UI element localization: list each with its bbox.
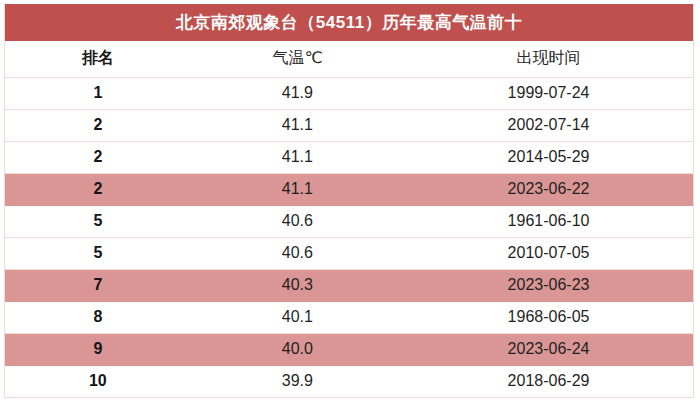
temp-cell: 40.6: [191, 237, 404, 269]
date-cell: 1968-06-05: [404, 301, 693, 333]
rank-cell: 8: [5, 301, 191, 333]
date-cell: 2023-06-23: [404, 269, 693, 301]
date-cell: 2002-07-14: [404, 109, 693, 141]
table-row: 1 41.9 1999-07-24: [5, 77, 693, 109]
temp-cell: 41.1: [191, 141, 404, 173]
rank-cell: 2: [5, 109, 191, 141]
temp-cell: 40.6: [191, 205, 404, 237]
rank-cell: 7: [5, 269, 191, 301]
date-cell: 2014-05-29: [404, 141, 693, 173]
date-cell: 2010-07-05: [404, 237, 693, 269]
table-row: 2 41.1 2023-06-22: [5, 173, 693, 205]
table-row: 9 40.0 2023-06-24: [5, 333, 693, 365]
rank-cell: 5: [5, 237, 191, 269]
temp-cell: 39.9: [191, 365, 404, 397]
temp-cell: 40.0: [191, 333, 404, 365]
data-table: 排名 气温℃ 出现时间 1 41.9 1999-07-24 2 41.1 200…: [5, 41, 693, 397]
temp-cell: 41.1: [191, 109, 404, 141]
table-row: 7 40.3 2023-06-23: [5, 269, 693, 301]
temp-cell: 41.1: [191, 173, 404, 205]
temperature-ranking-table: 北京南郊观象台（54511）历年最高气温前十 排名 气温℃ 出现时间 1 41.…: [4, 4, 694, 398]
rank-cell: 2: [5, 141, 191, 173]
temp-cell: 40.3: [191, 269, 404, 301]
temp-cell: 41.9: [191, 77, 404, 109]
table-title: 北京南郊观象台（54511）历年最高气温前十: [5, 4, 693, 41]
rank-cell: 2: [5, 173, 191, 205]
table-row: 5 40.6 2010-07-05: [5, 237, 693, 269]
column-header-temperature: 气温℃: [191, 41, 404, 77]
column-header-date: 出现时间: [404, 41, 693, 77]
rank-cell: 10: [5, 365, 191, 397]
table-row: 2 41.1 2002-07-14: [5, 109, 693, 141]
rank-cell: 9: [5, 333, 191, 365]
column-header-rank: 排名: [5, 41, 191, 77]
table-row: 10 39.9 2018-06-29: [5, 365, 693, 397]
table-row: 5 40.6 1961-06-10: [5, 205, 693, 237]
rank-cell: 5: [5, 205, 191, 237]
header-row: 排名 气温℃ 出现时间: [5, 41, 693, 77]
date-cell: 1999-07-24: [404, 77, 693, 109]
date-cell: 2018-06-29: [404, 365, 693, 397]
date-cell: 2023-06-22: [404, 173, 693, 205]
table-row: 8 40.1 1968-06-05: [5, 301, 693, 333]
date-cell: 1961-06-10: [404, 205, 693, 237]
rank-cell: 1: [5, 77, 191, 109]
table-row: 2 41.1 2014-05-29: [5, 141, 693, 173]
temp-cell: 40.1: [191, 301, 404, 333]
date-cell: 2023-06-24: [404, 333, 693, 365]
